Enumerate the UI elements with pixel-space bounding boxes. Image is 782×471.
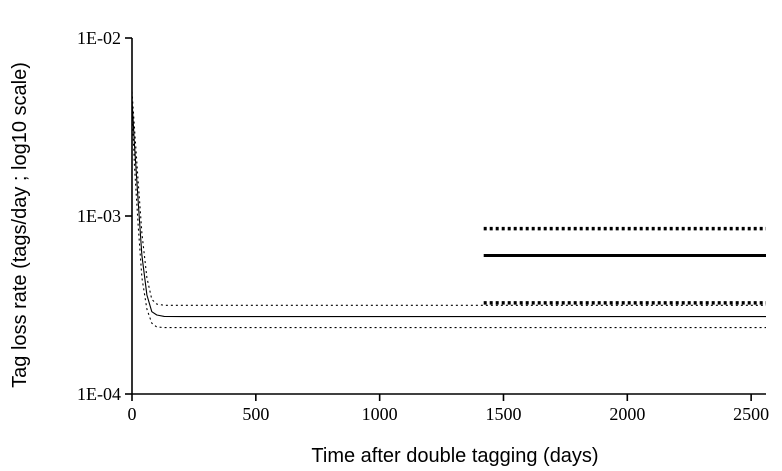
x-tick-label: 500	[242, 404, 269, 424]
x-tick-label: 0	[128, 404, 137, 424]
series-line-3	[131, 108, 766, 329]
y-axis-label: Tag loss rate (tags/day ; log10 scale)	[9, 62, 31, 388]
x-tick-label: 2500	[733, 404, 769, 424]
x-tick-label: 1500	[485, 404, 521, 424]
series-line-1	[131, 99, 766, 318]
y-tick-label: 1E-04	[77, 384, 121, 404]
x-axis-label: Time after double tagging (days)	[311, 445, 598, 467]
axes: 1E-04 1E-03 1E-02 0 500 1000 1500 2000 2500	[77, 28, 769, 424]
series-layer	[131, 91, 766, 329]
y-tick-label: 1E-03	[77, 206, 121, 226]
y-tick-label: 1E-02	[77, 28, 121, 48]
x-tick-label: 1000	[362, 404, 398, 424]
x-tick-label: 2000	[609, 404, 645, 424]
series-line-2	[131, 91, 766, 306]
